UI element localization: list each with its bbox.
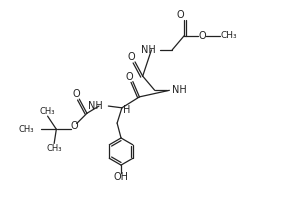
Text: O: O <box>126 72 133 82</box>
Text: O: O <box>70 121 78 131</box>
Text: O: O <box>198 31 206 41</box>
Text: NH: NH <box>140 45 155 55</box>
Text: CH₃: CH₃ <box>39 107 55 116</box>
Text: CH₃: CH₃ <box>19 125 35 134</box>
Text: CH₃: CH₃ <box>46 144 62 153</box>
Text: O: O <box>176 10 184 20</box>
Text: O: O <box>72 89 80 99</box>
Text: NH: NH <box>171 85 186 95</box>
Text: OH: OH <box>114 172 128 182</box>
Text: CH₃: CH₃ <box>221 31 237 40</box>
Text: H: H <box>123 104 130 115</box>
Text: O: O <box>128 52 135 62</box>
Text: NH: NH <box>88 101 103 111</box>
